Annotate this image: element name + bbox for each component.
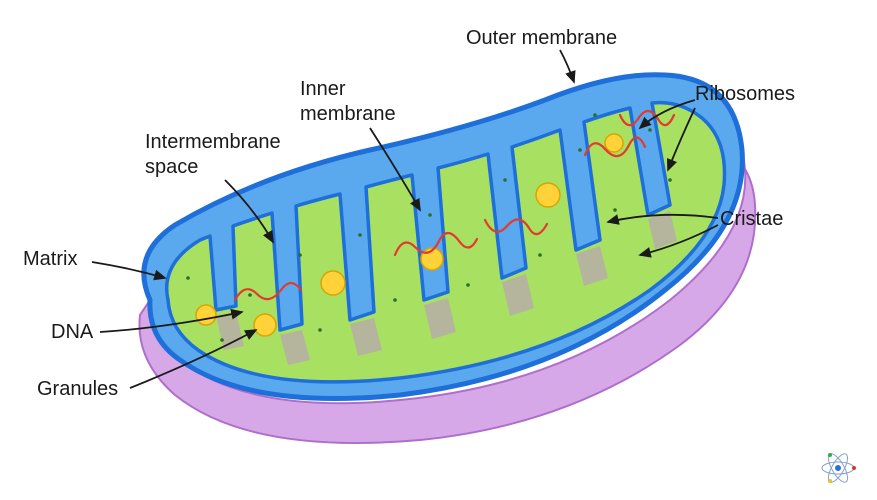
ribosome — [186, 276, 190, 280]
label-ribosomes: Ribosomes — [695, 83, 795, 105]
label-matrix: Matrix — [23, 248, 77, 270]
label-granules: Granules — [37, 378, 118, 400]
granule — [321, 271, 345, 295]
ribosome — [648, 128, 652, 132]
ribosome — [668, 178, 672, 182]
label-inner-membrane-l2: membrane — [300, 103, 396, 125]
ribosome — [298, 253, 302, 257]
arrow-outer-membrane — [560, 50, 574, 82]
label-dna: DNA — [51, 321, 94, 343]
label-inner-membrane-l1: Inner — [300, 78, 346, 100]
ribosome — [593, 113, 597, 117]
label-intermembrane-l2: space — [145, 156, 198, 178]
ribosome — [538, 253, 542, 257]
ribosome — [220, 338, 224, 342]
ribosome — [248, 293, 252, 297]
label-outer-membrane: Outer membrane — [466, 27, 617, 49]
ribosome — [428, 213, 432, 217]
ribosome — [466, 283, 470, 287]
ribosome — [578, 148, 582, 152]
label-intermembrane-l1: Intermembrane — [145, 131, 281, 153]
granule — [254, 314, 276, 336]
granule — [536, 183, 560, 207]
ribosome — [393, 298, 397, 302]
ribosome — [613, 208, 617, 212]
granule — [196, 305, 216, 325]
label-cristae: Cristae — [720, 208, 783, 230]
granule — [605, 134, 623, 152]
ribosome — [358, 233, 362, 237]
ribosome — [503, 178, 507, 182]
ribosome — [318, 328, 322, 332]
atom-logo — [822, 451, 856, 485]
